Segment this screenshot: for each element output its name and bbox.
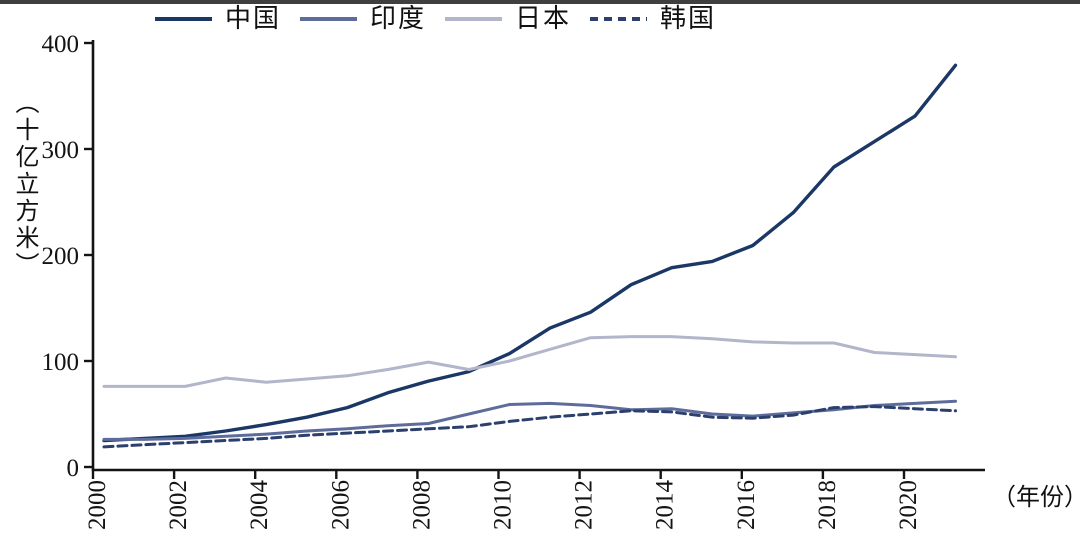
y-tick-label: 400 bbox=[42, 31, 80, 58]
legend-label-korea: 韩国 bbox=[660, 4, 717, 33]
legend-item-china: 中国 bbox=[155, 6, 281, 32]
x-tick-label: 2000 bbox=[84, 480, 111, 530]
y-tick-label: 300 bbox=[42, 137, 80, 164]
x-axis-title: （年份） bbox=[992, 485, 1080, 511]
x-tick-label: 2018 bbox=[814, 480, 841, 530]
x-tick-label: 2016 bbox=[733, 480, 760, 530]
legend-item-korea: 韩国 bbox=[590, 6, 716, 32]
y-tick-label: 0 bbox=[67, 455, 80, 482]
top-edge-bar bbox=[0, 0, 1080, 4]
legend-label-japan: 日本 bbox=[515, 4, 572, 33]
y-axis-title: （十亿立方米） bbox=[11, 90, 37, 279]
axes bbox=[91, 40, 985, 472]
x-tick-label: 2014 bbox=[652, 480, 679, 531]
korea-line-swatch bbox=[590, 17, 648, 21]
legend-item-japan: 日本 bbox=[445, 6, 571, 32]
india-line-swatch bbox=[300, 17, 358, 21]
x-tick-label: 2008 bbox=[408, 480, 435, 530]
y-tick-label: 100 bbox=[42, 349, 80, 376]
x-tick-label: 2020 bbox=[895, 480, 922, 530]
x-tick-label: 2006 bbox=[327, 480, 354, 530]
legend-label-india: 印度 bbox=[370, 4, 427, 33]
legend-item-india: 印度 bbox=[300, 6, 426, 32]
chart-legend: 中国 印度 日本 韩国 bbox=[155, 6, 716, 32]
japan-line-swatch bbox=[445, 17, 503, 21]
legend-label-china: 中国 bbox=[225, 4, 282, 33]
india-line bbox=[102, 399, 957, 441]
japan-line bbox=[102, 335, 957, 388]
x-tick-label: 2010 bbox=[490, 480, 517, 530]
china-line bbox=[102, 63, 958, 443]
x-tick-label: 2002 bbox=[165, 480, 192, 530]
korea-line bbox=[102, 405, 957, 449]
x-tick-label: 2004 bbox=[246, 480, 273, 531]
y-tick-label: 200 bbox=[42, 243, 80, 270]
china-line-swatch bbox=[155, 17, 212, 21]
x-tick-label: 2012 bbox=[571, 480, 598, 530]
